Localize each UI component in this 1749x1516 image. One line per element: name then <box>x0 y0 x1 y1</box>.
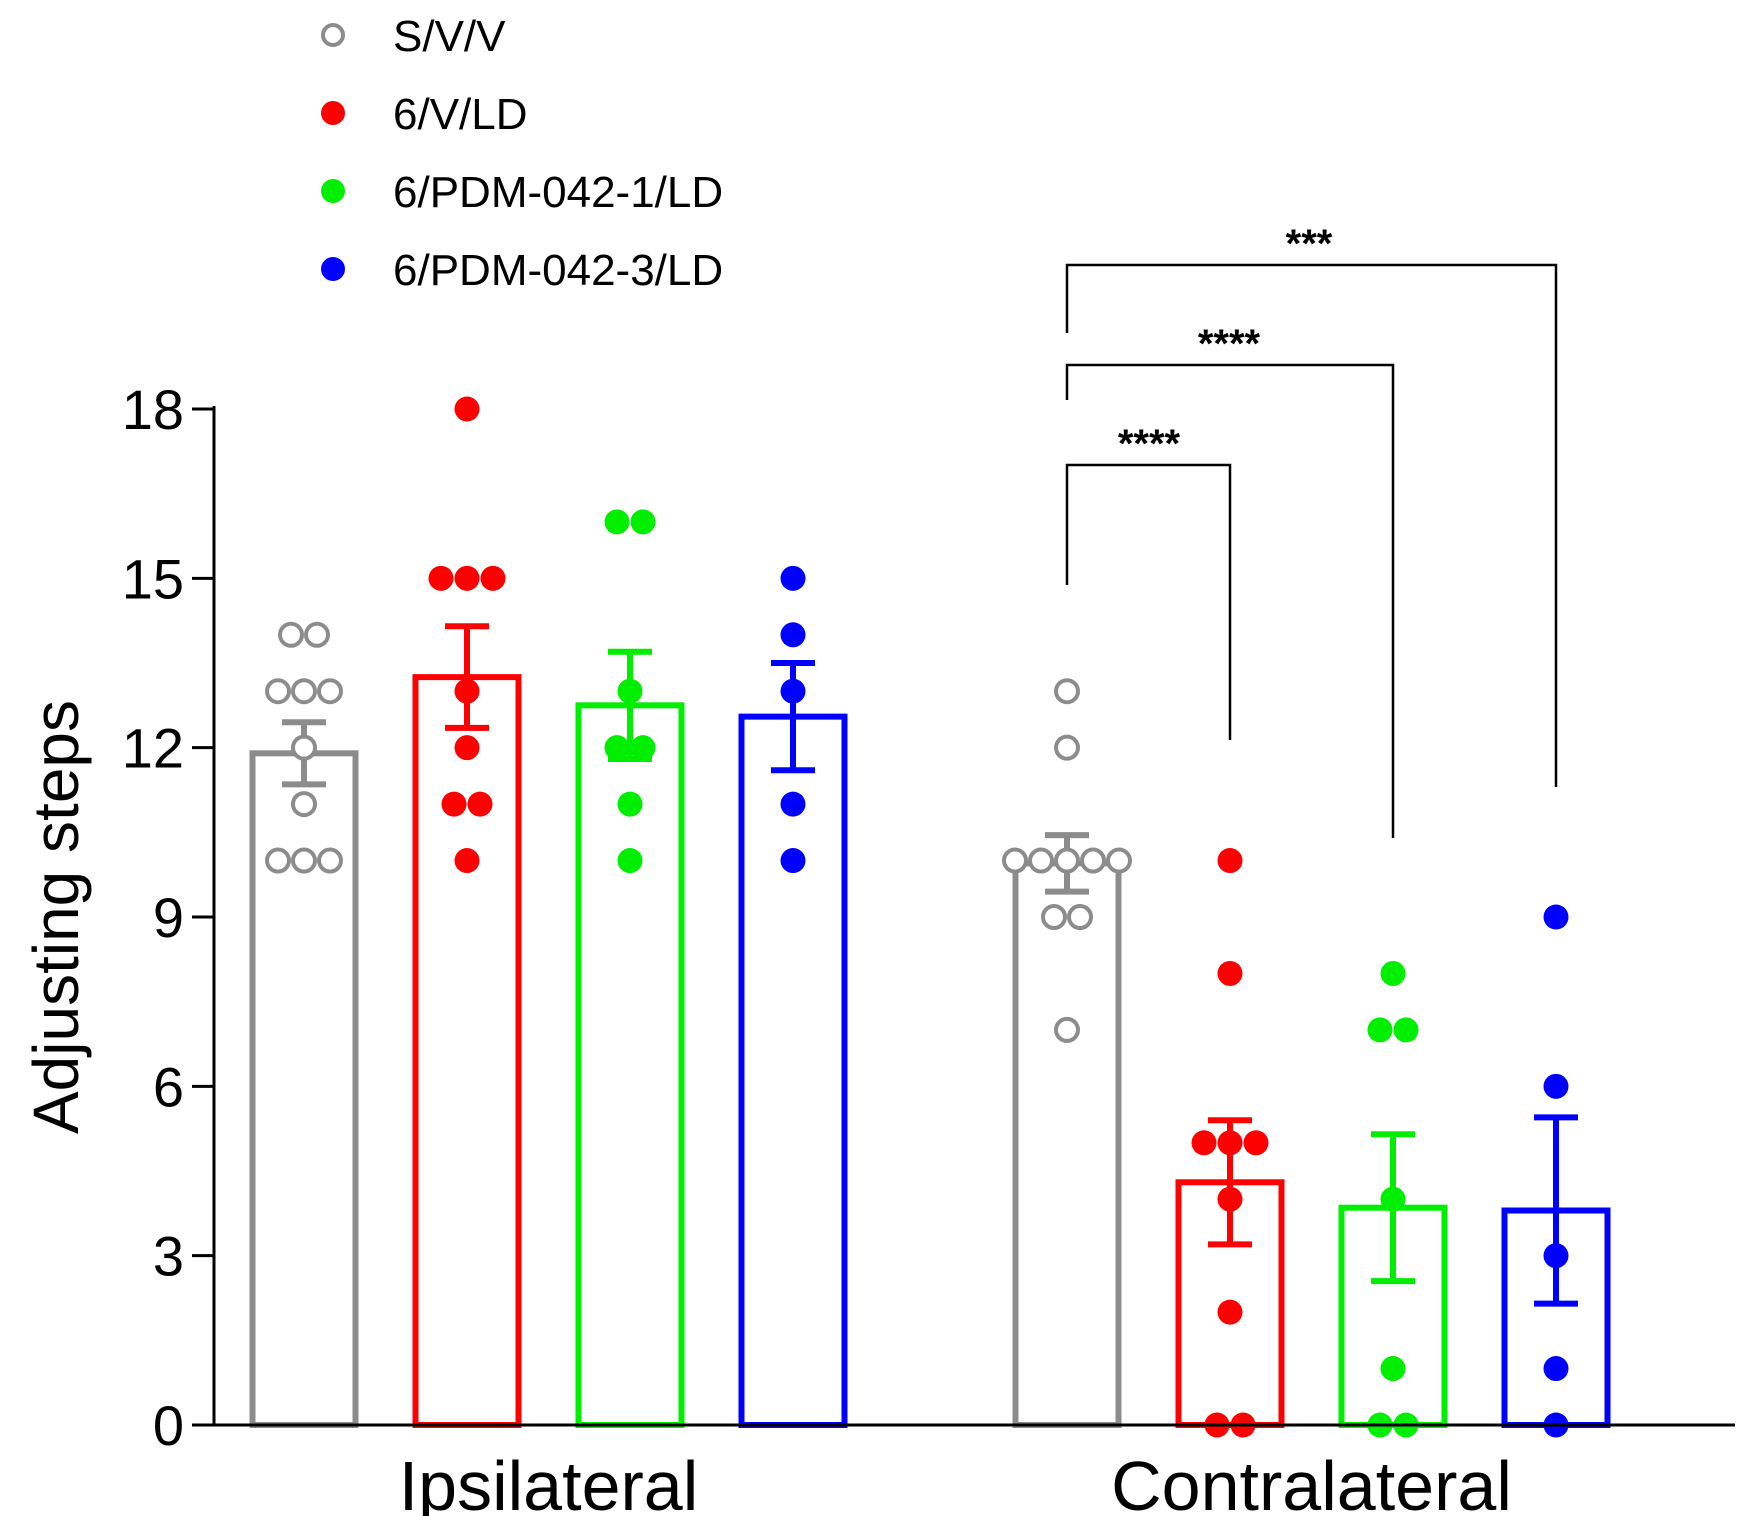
bracket-line <box>1065 363 1395 838</box>
data-point-6-pdm-042-1-ld-contralateral-3 <box>1380 1186 1406 1212</box>
data-point-6-pdm-042-3-ld-contralateral-0 <box>1543 904 1569 930</box>
legend: S/V/V 6/V/LD 6/PDM-042-1/LD 6/PDM-042-3/LD <box>321 12 723 295</box>
data-point-6-pdm-042-3-ld-contralateral-2 <box>1543 1243 1569 1269</box>
data-point-s-v-v-contralateral-6 <box>1106 847 1132 874</box>
data-point-6-v-ld-ipsilateral-0 <box>454 396 480 422</box>
bar-6-pdm-042-3-ld-ipsilateral <box>738 713 848 1428</box>
data-point-6-pdm-042-3-ld-ipsilateral-1 <box>780 622 806 648</box>
data-point-6-v-ld-ipsilateral-3 <box>480 565 506 591</box>
data-point-s-v-v-ipsilateral-1 <box>304 621 330 648</box>
x-group-label-ipsilateral: Ipsilateral <box>399 1447 699 1516</box>
significance-annotations: *********** <box>1065 222 1558 838</box>
y-tick-label-12: 12 <box>122 717 184 780</box>
data-point-s-v-v-contralateral-2 <box>1002 847 1028 874</box>
bracket-line <box>1065 463 1232 740</box>
data-point-6-v-ld-contralateral-3 <box>1217 1130 1243 1156</box>
data-point-6-pdm-042-1-ld-ipsilateral-4 <box>630 735 656 761</box>
data-point-6-v-ld-ipsilateral-7 <box>467 791 493 817</box>
error-bar-6-pdm-042-3-ld-contralateral <box>1534 1114 1578 1307</box>
data-point-s-v-v-contralateral-9 <box>1054 1016 1080 1043</box>
data-point-s-v-v-contralateral-7 <box>1041 904 1067 930</box>
y-tick-label-18: 18 <box>122 378 184 441</box>
x-group-labels: Ipsilateral Contralateral <box>399 1447 1512 1516</box>
data-point-6-pdm-042-3-ld-ipsilateral-4 <box>780 848 806 874</box>
data-point-6-pdm-042-1-ld-ipsilateral-5 <box>617 791 643 817</box>
legend-marker-6-pdm-042-3-ld <box>321 257 345 281</box>
data-point-6-v-ld-contralateral-2 <box>1191 1130 1217 1156</box>
error-bar-6-v-ld-ipsilateral <box>445 623 489 731</box>
data-point-6-pdm-042-1-ld-ipsilateral-1 <box>630 509 656 535</box>
axes: 0 3 6 9 12 15 18 Ipsilateral Contralateral Adju… <box>20 378 1735 1516</box>
data-point-s-v-v-contralateral-1 <box>1054 734 1080 761</box>
data-point-6-v-ld-ipsilateral-2 <box>454 565 480 591</box>
y-tick-label-3: 3 <box>153 1225 184 1288</box>
data-point-6-v-ld-ipsilateral-1 <box>428 565 454 591</box>
data-point-6-pdm-042-1-ld-contralateral-4 <box>1380 1356 1406 1382</box>
data-point-6-v-ld-contralateral-1 <box>1217 960 1243 986</box>
data-point-6-pdm-042-3-ld-contralateral-1 <box>1543 1073 1569 1099</box>
significance-bracket-2: **** <box>1065 322 1395 838</box>
data-point-s-v-v-contralateral-8 <box>1067 904 1093 930</box>
data-point-6-pdm-042-3-ld-ipsilateral-0 <box>780 565 806 591</box>
data-point-6-v-ld-contralateral-5 <box>1217 1186 1243 1212</box>
data-point-s-v-v-ipsilateral-9 <box>317 847 343 874</box>
data-point-s-v-v-contralateral-3 <box>1028 847 1054 874</box>
significance-label: **** <box>1198 322 1261 366</box>
significance-label: **** <box>1118 422 1181 466</box>
data-point-6-pdm-042-1-ld-contralateral-2 <box>1393 1017 1419 1043</box>
data-point-6-pdm-042-3-ld-ipsilateral-2 <box>780 678 806 704</box>
legend-marker-s-v-v <box>321 23 345 47</box>
data-point-6-pdm-042-1-ld-ipsilateral-0 <box>604 509 630 535</box>
data-point-6-pdm-042-1-ld-contralateral-0 <box>1380 960 1406 986</box>
data-point-s-v-v-contralateral-5 <box>1080 847 1106 874</box>
legend-label-s-v-v: S/V/V <box>393 12 506 61</box>
data-point-s-v-v-ipsilateral-3 <box>291 678 317 705</box>
data-point-6-pdm-042-1-ld-ipsilateral-6 <box>617 848 643 874</box>
data-point-6-v-ld-ipsilateral-6 <box>441 791 467 817</box>
data-point-s-v-v-contralateral-0 <box>1054 678 1080 705</box>
data-point-6-v-ld-contralateral-6 <box>1217 1299 1243 1325</box>
data-point-s-v-v-ipsilateral-2 <box>265 678 291 705</box>
y-ticks: 0 3 6 9 12 15 18 <box>122 378 214 1457</box>
legend-label-6-pdm-042-3-ld: 6/PDM-042-3/LD <box>393 246 723 295</box>
data-point-s-v-v-ipsilateral-4 <box>317 678 343 705</box>
data-point-6-v-ld-contralateral-0 <box>1217 848 1243 874</box>
data-point-6-pdm-042-1-ld-ipsilateral-3 <box>604 735 630 761</box>
bar-6-v-ld-ipsilateral <box>412 674 522 1428</box>
bars <box>249 674 1611 1429</box>
x-group-label-contralateral: Contralateral <box>1111 1447 1512 1516</box>
y-axis-label: Adjusting steps <box>20 700 92 1134</box>
legend-marker-6-v-ld <box>321 101 345 125</box>
data-point-s-v-v-ipsilateral-6 <box>291 791 317 818</box>
data-point-6-v-ld-ipsilateral-8 <box>454 848 480 874</box>
y-tick-label-6: 6 <box>153 1055 184 1118</box>
legend-label-6-v-ld: 6/V/LD <box>393 90 528 139</box>
data-point-6-v-ld-contralateral-4 <box>1243 1130 1269 1156</box>
data-point-s-v-v-ipsilateral-0 <box>278 621 304 648</box>
data-point-s-v-v-ipsilateral-8 <box>291 847 317 874</box>
y-tick-label-9: 9 <box>153 886 184 949</box>
bar-s-v-v-contralateral <box>1012 860 1122 1428</box>
legend-marker-6-pdm-042-1-ld <box>321 179 345 203</box>
significance-bracket-3: *** <box>1065 222 1558 787</box>
data-point-6-pdm-042-1-ld-contralateral-1 <box>1367 1017 1393 1043</box>
data-point-6-pdm-042-3-ld-ipsilateral-3 <box>780 791 806 817</box>
data-point-6-v-ld-ipsilateral-4 <box>454 678 480 704</box>
y-tick-label-15: 15 <box>122 547 184 610</box>
data-point-s-v-v-contralateral-4 <box>1054 847 1080 874</box>
bracket-line <box>1065 263 1558 787</box>
significance-bracket-1: **** <box>1065 422 1232 740</box>
data-point-s-v-v-ipsilateral-5 <box>291 734 317 761</box>
data-point-s-v-v-ipsilateral-7 <box>265 847 291 874</box>
data-point-6-v-ld-ipsilateral-5 <box>454 735 480 761</box>
legend-label-6-pdm-042-1-ld: 6/PDM-042-1/LD <box>393 168 723 217</box>
data-point-6-pdm-042-1-ld-ipsilateral-2 <box>617 678 643 704</box>
y-tick-label-0: 0 <box>153 1394 184 1457</box>
significance-label: *** <box>1286 222 1333 266</box>
data-point-6-pdm-042-3-ld-contralateral-3 <box>1543 1356 1569 1382</box>
